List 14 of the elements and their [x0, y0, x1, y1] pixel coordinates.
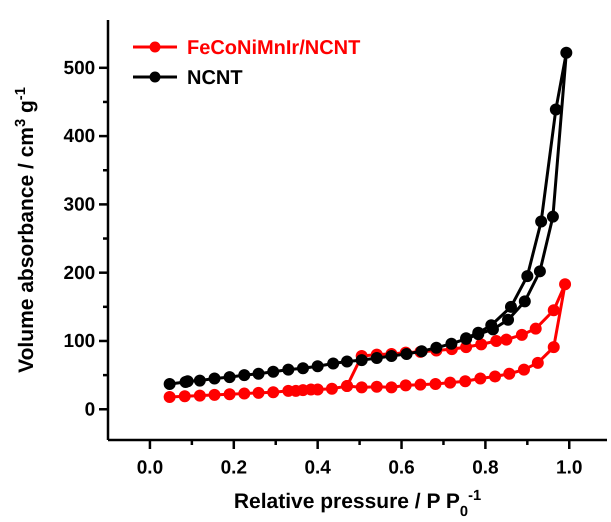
x-tick-label: 1.0 [556, 458, 582, 479]
y-tick-label: 500 [63, 58, 96, 79]
y-tick-label: 300 [63, 194, 96, 216]
x-tick-label: 0.2 [220, 458, 248, 479]
y-tick-label: 400 [63, 126, 96, 148]
x-tick-label: 0.6 [388, 458, 415, 479]
x-tick-label: 0.8 [472, 458, 499, 479]
y-tick-label: 100 [63, 331, 96, 352]
y-tick-label: 200 [63, 262, 96, 284]
y-tick-label: 0 [84, 399, 96, 420]
legend-label: NCNT [187, 67, 243, 89]
x-tick-label: 0.4 [304, 458, 332, 479]
x-tick-label: 0.0 [136, 458, 164, 479]
legend-label: FeCoNiMnIr/NCNT [187, 37, 360, 59]
